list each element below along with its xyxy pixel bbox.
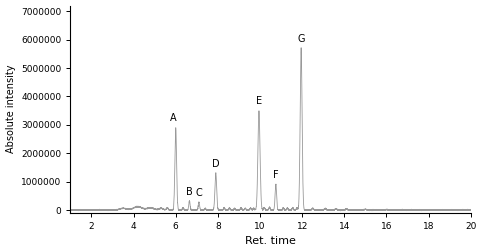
- Text: F: F: [273, 170, 279, 180]
- Text: D: D: [212, 159, 220, 169]
- Text: G: G: [297, 34, 305, 44]
- Text: C: C: [196, 188, 202, 198]
- Text: B: B: [186, 187, 193, 197]
- X-axis label: Ret. time: Ret. time: [245, 236, 296, 246]
- Text: E: E: [256, 96, 262, 106]
- Text: A: A: [170, 113, 176, 123]
- Y-axis label: Absolute intensity: Absolute intensity: [6, 65, 15, 153]
